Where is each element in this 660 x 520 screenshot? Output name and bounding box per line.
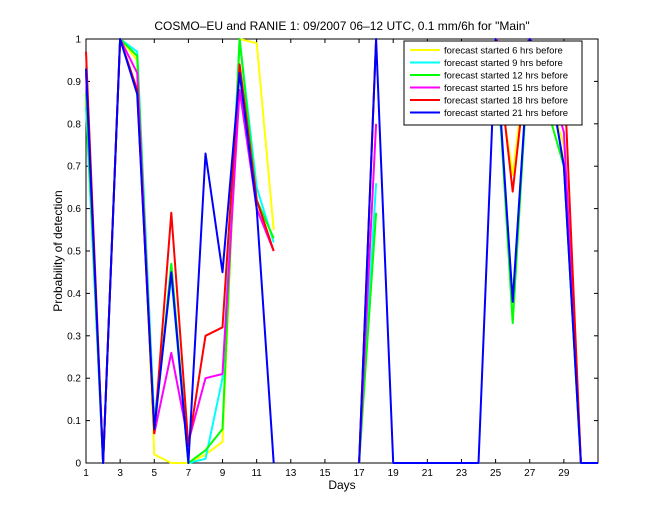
series-layer bbox=[85, 38, 598, 464]
y-tick-label: 0.2 bbox=[67, 374, 81, 385]
legend-label: forecast started 12 hrs before bbox=[444, 71, 568, 82]
y-tick-label: 0.8 bbox=[67, 119, 81, 130]
x-tick-label: 11 bbox=[251, 468, 262, 479]
y-tick-label: 0.1 bbox=[67, 416, 81, 427]
x-tick-label: 15 bbox=[319, 468, 331, 479]
x-tick-label: 21 bbox=[422, 468, 434, 479]
y-tick-label: 0.5 bbox=[67, 247, 81, 258]
x-tick-label: 9 bbox=[220, 468, 226, 479]
legend-box bbox=[403, 40, 583, 126]
legend-label: forecast started 15 hrs before bbox=[444, 83, 568, 94]
x-tick-label: 13 bbox=[285, 468, 297, 479]
y-tick-label: 0 bbox=[75, 459, 81, 470]
legend-label: forecast started 9 hrs before bbox=[444, 58, 563, 69]
y-tick-label: 1 bbox=[75, 35, 81, 46]
axis-ticks: 1 3 5 7 9 11 13 15 17 19 21 23 25 27 2900.10.20.30.40.… bbox=[67, 35, 598, 479]
x-tick-label: 27 bbox=[524, 468, 536, 479]
x-tick-label: 29 bbox=[558, 468, 570, 479]
x-tick-label: 7 bbox=[186, 468, 192, 479]
x-tick-label: 5 bbox=[151, 468, 157, 479]
y-tick-label: 0.3 bbox=[67, 331, 81, 342]
x-tick-label: 17 bbox=[354, 468, 366, 479]
x-tick-label: 1 bbox=[83, 468, 89, 479]
legend-label: forecast started 18 hrs before bbox=[444, 96, 568, 107]
y-tick-label: 0.7 bbox=[67, 162, 81, 173]
legend-label: forecast started 21 hrs before bbox=[444, 108, 568, 119]
x-tick-label: 25 bbox=[490, 468, 502, 479]
series-line-6 bbox=[85, 38, 598, 464]
legend-label: forecast started 6 hrs before bbox=[444, 46, 563, 57]
x-tick-label: 3 bbox=[117, 468, 123, 479]
x-axis-label: Days bbox=[328, 478, 355, 492]
y-tick-label: 0.9 bbox=[67, 77, 81, 88]
y-tick-label: 0.4 bbox=[67, 289, 81, 300]
chart-title: COSMO–EU and RANIE 1: 09/2007 06–12 UTC,… bbox=[154, 19, 529, 33]
x-tick-label: 23 bbox=[456, 468, 468, 479]
y-axis-label: Probability of detection bbox=[51, 190, 65, 311]
x-tick-label: 19 bbox=[388, 468, 400, 479]
y-tick-label: 0.6 bbox=[67, 204, 81, 215]
